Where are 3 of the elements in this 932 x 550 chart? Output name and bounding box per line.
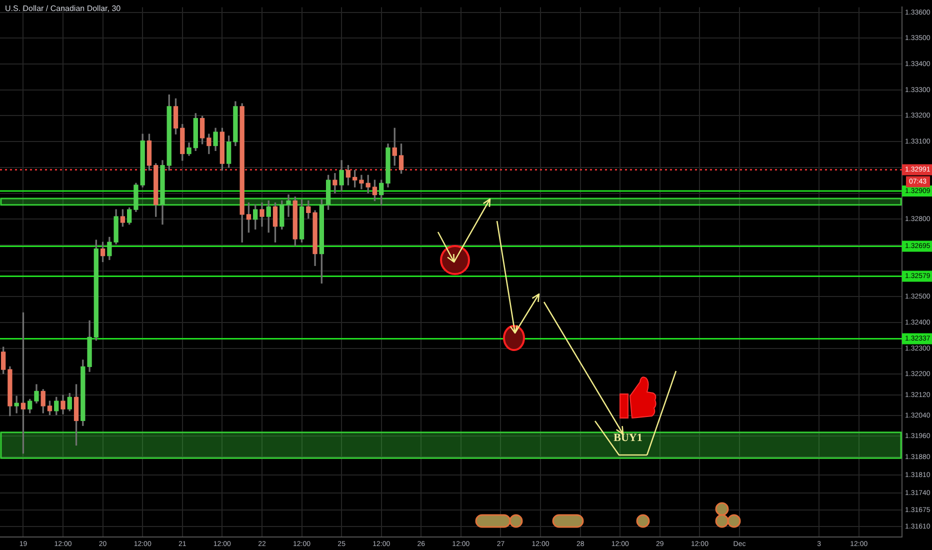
candlestick: [286, 194, 291, 217]
chart-title: U.S. Dollar / Canadian Dollar, 30: [5, 4, 122, 14]
annotation: BUY1: [614, 432, 642, 444]
